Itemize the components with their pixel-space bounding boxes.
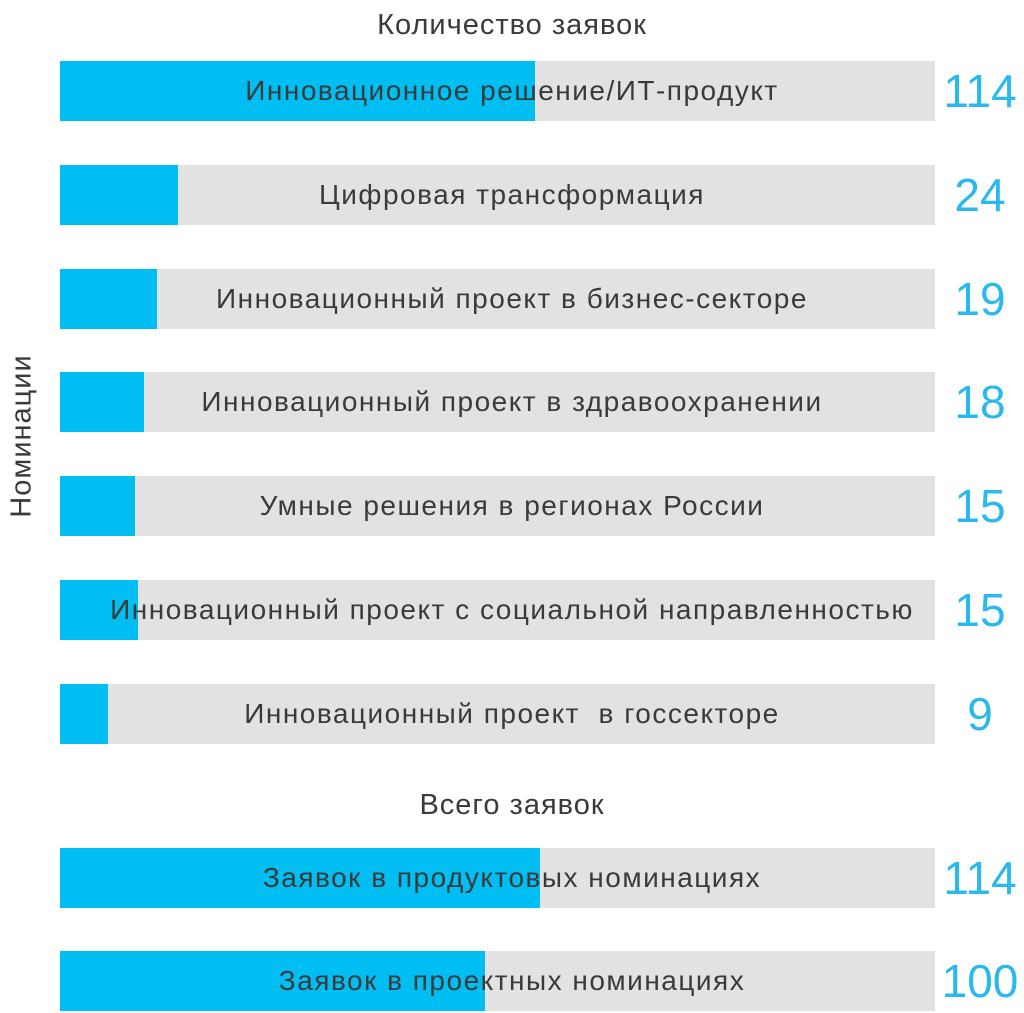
chart-title: Количество заявок [377,9,647,41]
bar-row: Инновационный проект в госсекторе 9 [0,684,1024,744]
bar-fill [60,269,158,329]
bar-value: 100 [941,955,1019,1007]
bar-track [60,580,935,640]
bar-fill [60,372,144,432]
bar-row: Заявок в продуктовых номинациях 114 [0,848,1024,908]
bar-label: Инновационное решение/ИТ-продукт [245,75,779,106]
bar-label: Инновационный проект в госсекторе [244,698,780,729]
bar-value: 114 [943,65,1017,117]
bar-label: Инновационный проект в бизнес-секторе [216,283,808,314]
bar-row: Инновационное решение/ИТ-продукт 114 [0,61,1024,121]
bar-track [60,951,935,1011]
bar-row: Инновационный проект в здравоохранении 1… [0,372,1024,432]
bar-label: Цифровая трансформация [319,179,705,210]
bar-track [60,61,935,121]
bar-track [60,848,935,908]
bar-fill [60,684,109,744]
bar-track [60,269,935,329]
bar-value: 18 [954,376,1006,428]
bar-track [60,372,935,432]
bar-fill [60,580,138,640]
bar-row: Инновационный проект в бизнес-секторе 19 [0,269,1024,329]
bar-value: 114 [943,852,1017,904]
bar-value: 9 [967,688,993,740]
bar-track [60,476,935,536]
section-title-total: Всего заявок [419,789,605,821]
bar-value: 15 [954,480,1006,532]
bar-label: Заявок в продуктовых номинациях [262,862,762,893]
bar-label: Инновационный проект в здравоохранении [201,386,823,417]
bar-value: 15 [954,584,1006,636]
bar-row: Умные решения в регионах России 15 [0,476,1024,536]
bar-fill [60,61,536,121]
bar-label: Умные решения в регионах России [259,490,765,521]
bar-row: Цифровая трансформация 24 [0,165,1024,225]
bar-track [60,684,935,744]
bar-value: 19 [954,273,1006,325]
bar-fill [60,951,486,1011]
bar-label: Заявок в проектных номинациях [278,965,746,996]
bar-track [60,165,935,225]
bar-value: 24 [954,169,1006,221]
bar-row: Инновационный проект с социальной направ… [0,580,1024,640]
bar-row: Заявок в проектных номинациях 100 [0,951,1024,1011]
bar-label: Инновационный проект с социальной направ… [110,594,914,625]
bar-fill [60,165,179,225]
bar-fill [60,476,136,536]
bar-fill [60,848,541,908]
